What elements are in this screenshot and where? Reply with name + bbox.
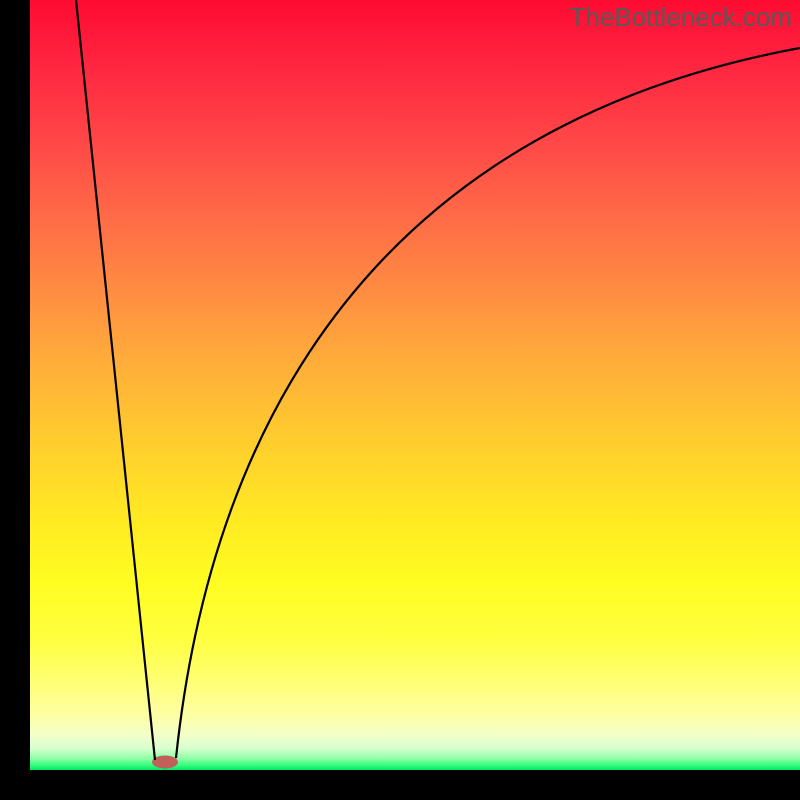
minimum-marker (152, 756, 178, 769)
left-branch-curve (76, 0, 155, 760)
right-branch-curve (176, 48, 800, 758)
plot-area (30, 0, 800, 770)
curves-layer (30, 0, 800, 770)
watermark-text: TheBottleneck.com (569, 2, 792, 33)
